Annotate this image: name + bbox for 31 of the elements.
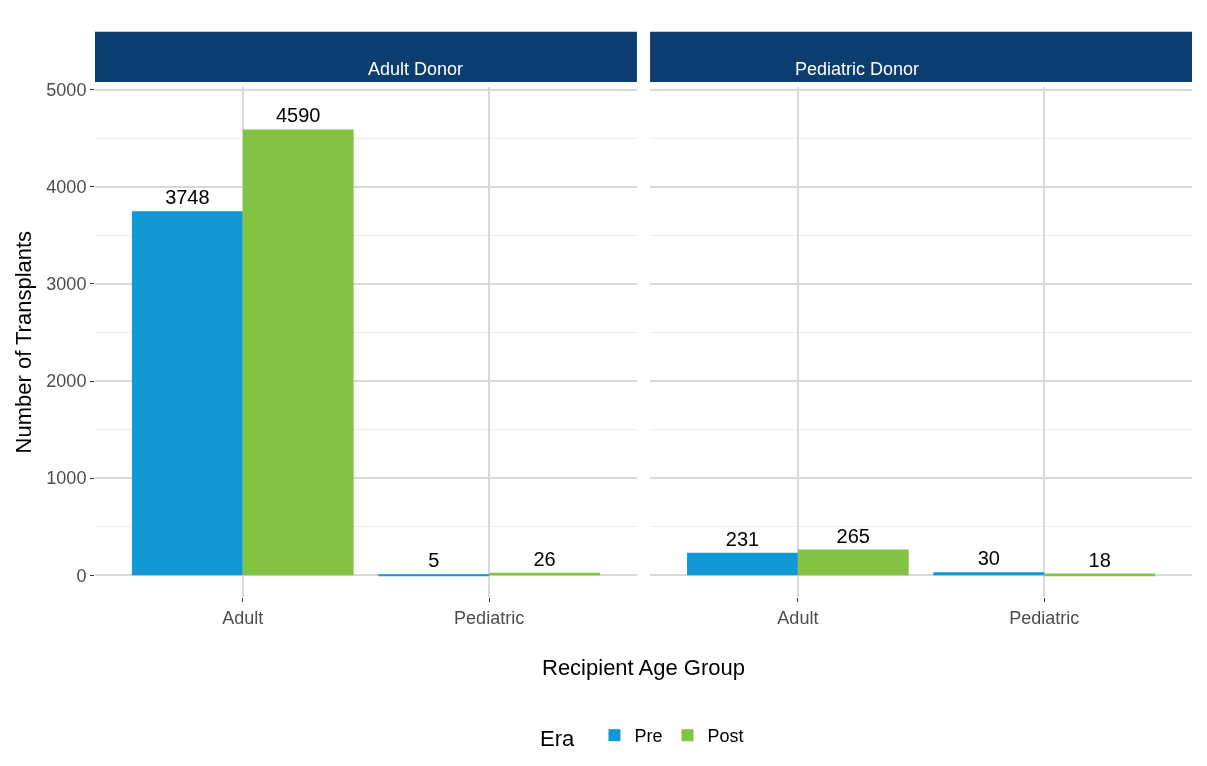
data-label: 30 xyxy=(977,547,1000,570)
chart-title: Pediatric Donor xyxy=(795,59,920,79)
bar xyxy=(242,129,354,576)
bar xyxy=(378,574,490,577)
y-axis-title: Number of Transplants xyxy=(11,230,37,454)
legend-label: Pre xyxy=(634,726,663,747)
legend-label: Post xyxy=(707,726,744,747)
y-tick-label: 2000 xyxy=(46,371,87,392)
data-label: 265 xyxy=(836,524,870,547)
x-tick-label: Pediatric xyxy=(454,607,525,628)
data-label: 5 xyxy=(428,549,440,572)
x-axis-title: Recipient Age Group xyxy=(542,655,746,680)
bar xyxy=(687,552,798,576)
y-tick-label: 3000 xyxy=(46,274,87,295)
x-tick-label: Pediatric xyxy=(1009,607,1080,628)
y-tick-label: 4000 xyxy=(46,177,87,198)
legend-title: Era xyxy=(540,725,587,751)
y-tick-label: 1000 xyxy=(46,468,87,489)
bar xyxy=(933,572,1045,576)
data-label: 18 xyxy=(1088,548,1111,571)
data-label: 231 xyxy=(725,527,760,550)
data-label: 26 xyxy=(533,547,556,570)
bar xyxy=(797,549,909,576)
y-tick-label: 5000 xyxy=(46,79,87,100)
data-label: 3748 xyxy=(165,186,210,209)
x-tick-label: Adult xyxy=(777,607,819,628)
bar xyxy=(131,211,243,576)
chart-title: Adult Donor xyxy=(368,59,464,79)
y-tick-label: 0 xyxy=(76,565,87,586)
data-label: 4590 xyxy=(275,104,321,127)
x-tick-label: Adult xyxy=(222,607,264,628)
